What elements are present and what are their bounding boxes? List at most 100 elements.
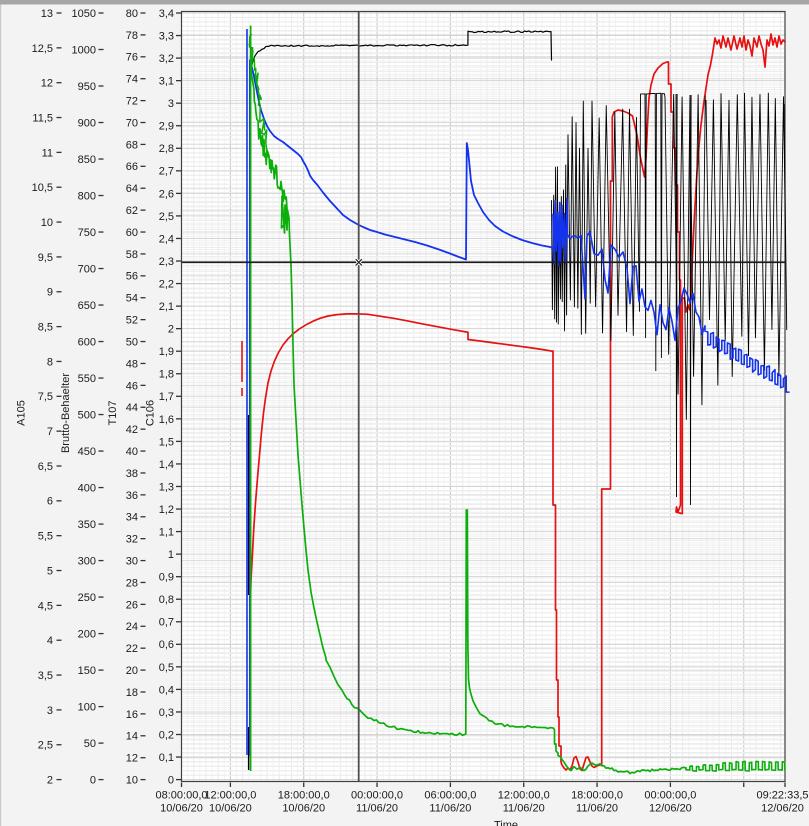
svg-text:6: 6 <box>47 496 53 508</box>
svg-text:900: 900 <box>78 117 96 129</box>
svg-text:54: 54 <box>126 293 138 305</box>
svg-text:5,5: 5,5 <box>38 531 53 543</box>
svg-text:72: 72 <box>126 96 138 108</box>
svg-text:4,5: 4,5 <box>38 600 53 612</box>
svg-text:3: 3 <box>47 705 53 717</box>
svg-text:44: 44 <box>126 402 138 414</box>
svg-text:68: 68 <box>126 139 138 151</box>
svg-text:11,5: 11,5 <box>32 112 53 124</box>
svg-text:0,9: 0,9 <box>159 572 174 584</box>
svg-text:12,5: 12,5 <box>32 43 53 55</box>
svg-text:2,3: 2,3 <box>159 256 174 268</box>
svg-text:70: 70 <box>126 117 138 129</box>
svg-text:10/06/20: 10/06/20 <box>282 803 325 815</box>
svg-text:9: 9 <box>47 287 53 299</box>
svg-text:450: 450 <box>78 446 96 458</box>
svg-text:Brutto-Behaelter: Brutto-Behaelter <box>60 373 72 453</box>
svg-text:50: 50 <box>84 738 96 750</box>
svg-text:500: 500 <box>78 409 96 421</box>
svg-text:A105: A105 <box>16 400 28 426</box>
svg-text:3,3: 3,3 <box>159 30 174 42</box>
svg-text:28: 28 <box>126 577 138 589</box>
svg-text:80: 80 <box>126 8 138 20</box>
svg-text:1,3: 1,3 <box>159 481 174 493</box>
svg-text:48: 48 <box>126 358 138 370</box>
svg-text:550: 550 <box>78 373 96 385</box>
svg-text:T107: T107 <box>107 400 119 425</box>
svg-text:46: 46 <box>126 380 138 392</box>
svg-text:34: 34 <box>126 512 138 524</box>
svg-text:58: 58 <box>126 249 138 261</box>
svg-text:0,8: 0,8 <box>159 594 174 606</box>
svg-text:0: 0 <box>168 775 174 787</box>
svg-text:12/06/20: 12/06/20 <box>649 803 692 815</box>
svg-text:1,4: 1,4 <box>159 459 174 471</box>
svg-text:18:00:00,0: 18:00:00,0 <box>571 790 623 802</box>
svg-text:20: 20 <box>126 665 138 677</box>
svg-text:7: 7 <box>47 426 53 438</box>
svg-text:18: 18 <box>126 687 138 699</box>
svg-text:10/06/20: 10/06/20 <box>209 803 252 815</box>
svg-text:2,7: 2,7 <box>159 166 174 178</box>
svg-text:42: 42 <box>126 424 138 436</box>
svg-text:12:00:00,0: 12:00:00,0 <box>498 790 550 802</box>
svg-text:00:00:00,0: 00:00:00,0 <box>351 790 403 802</box>
svg-text:10: 10 <box>126 775 138 787</box>
svg-text:06:00:00,0: 06:00:00,0 <box>424 790 476 802</box>
svg-text:200: 200 <box>78 628 96 640</box>
svg-text:3: 3 <box>168 98 174 110</box>
svg-text:12: 12 <box>126 753 138 765</box>
svg-text:0,4: 0,4 <box>159 684 174 696</box>
svg-text:64: 64 <box>126 183 138 195</box>
svg-text:2,5: 2,5 <box>38 740 53 752</box>
svg-text:10,5: 10,5 <box>32 182 53 194</box>
svg-text:3,5: 3,5 <box>38 670 53 682</box>
svg-text:1,5: 1,5 <box>159 436 174 448</box>
svg-text:0,5: 0,5 <box>159 662 174 674</box>
svg-text:00:00:00,0: 00:00:00,0 <box>644 790 696 802</box>
svg-text:60: 60 <box>126 227 138 239</box>
svg-text:700: 700 <box>78 263 96 275</box>
svg-text:8: 8 <box>47 356 53 368</box>
svg-text:8,5: 8,5 <box>38 322 53 334</box>
svg-text:0,1: 0,1 <box>159 752 174 764</box>
svg-text:1,9: 1,9 <box>159 346 174 358</box>
svg-text:3,4: 3,4 <box>159 8 174 20</box>
svg-text:7,5: 7,5 <box>38 391 53 403</box>
svg-text:2: 2 <box>47 775 53 787</box>
svg-text:12/06/20: 12/06/20 <box>761 803 804 815</box>
svg-text:26: 26 <box>126 599 138 611</box>
svg-text:100: 100 <box>78 701 96 713</box>
svg-text:14: 14 <box>126 731 138 743</box>
svg-text:2,4: 2,4 <box>159 233 174 245</box>
svg-text:600: 600 <box>78 336 96 348</box>
svg-text:11/06/20: 11/06/20 <box>576 803 618 815</box>
svg-text:11/06/20: 11/06/20 <box>429 803 471 815</box>
svg-text:40: 40 <box>126 446 138 458</box>
svg-text:52: 52 <box>126 315 138 327</box>
svg-text:16: 16 <box>126 709 138 721</box>
svg-text:2,8: 2,8 <box>159 143 174 155</box>
svg-text:4: 4 <box>47 635 53 647</box>
svg-text:2,6: 2,6 <box>159 188 174 200</box>
svg-text:C106: C106 <box>145 400 157 426</box>
svg-text:32: 32 <box>126 534 138 546</box>
svg-text:50: 50 <box>126 336 138 348</box>
svg-text:6,5: 6,5 <box>38 461 53 473</box>
svg-text:750: 750 <box>78 227 96 239</box>
svg-text:1000: 1000 <box>72 44 96 56</box>
svg-text:78: 78 <box>126 30 138 42</box>
svg-text:9,5: 9,5 <box>38 252 53 264</box>
svg-text:0,7: 0,7 <box>159 617 174 629</box>
svg-text:400: 400 <box>78 482 96 494</box>
svg-text:2,5: 2,5 <box>159 211 174 223</box>
svg-text:850: 850 <box>78 154 96 166</box>
svg-text:22: 22 <box>126 643 138 655</box>
svg-text:250: 250 <box>78 592 96 604</box>
svg-text:0,2: 0,2 <box>159 729 174 741</box>
svg-text:08:00:00,0: 08:00:00,0 <box>156 790 208 802</box>
svg-text:1,2: 1,2 <box>159 504 174 516</box>
svg-text:2,9: 2,9 <box>159 121 174 133</box>
svg-text:11: 11 <box>42 147 53 159</box>
svg-text:76: 76 <box>126 52 138 64</box>
